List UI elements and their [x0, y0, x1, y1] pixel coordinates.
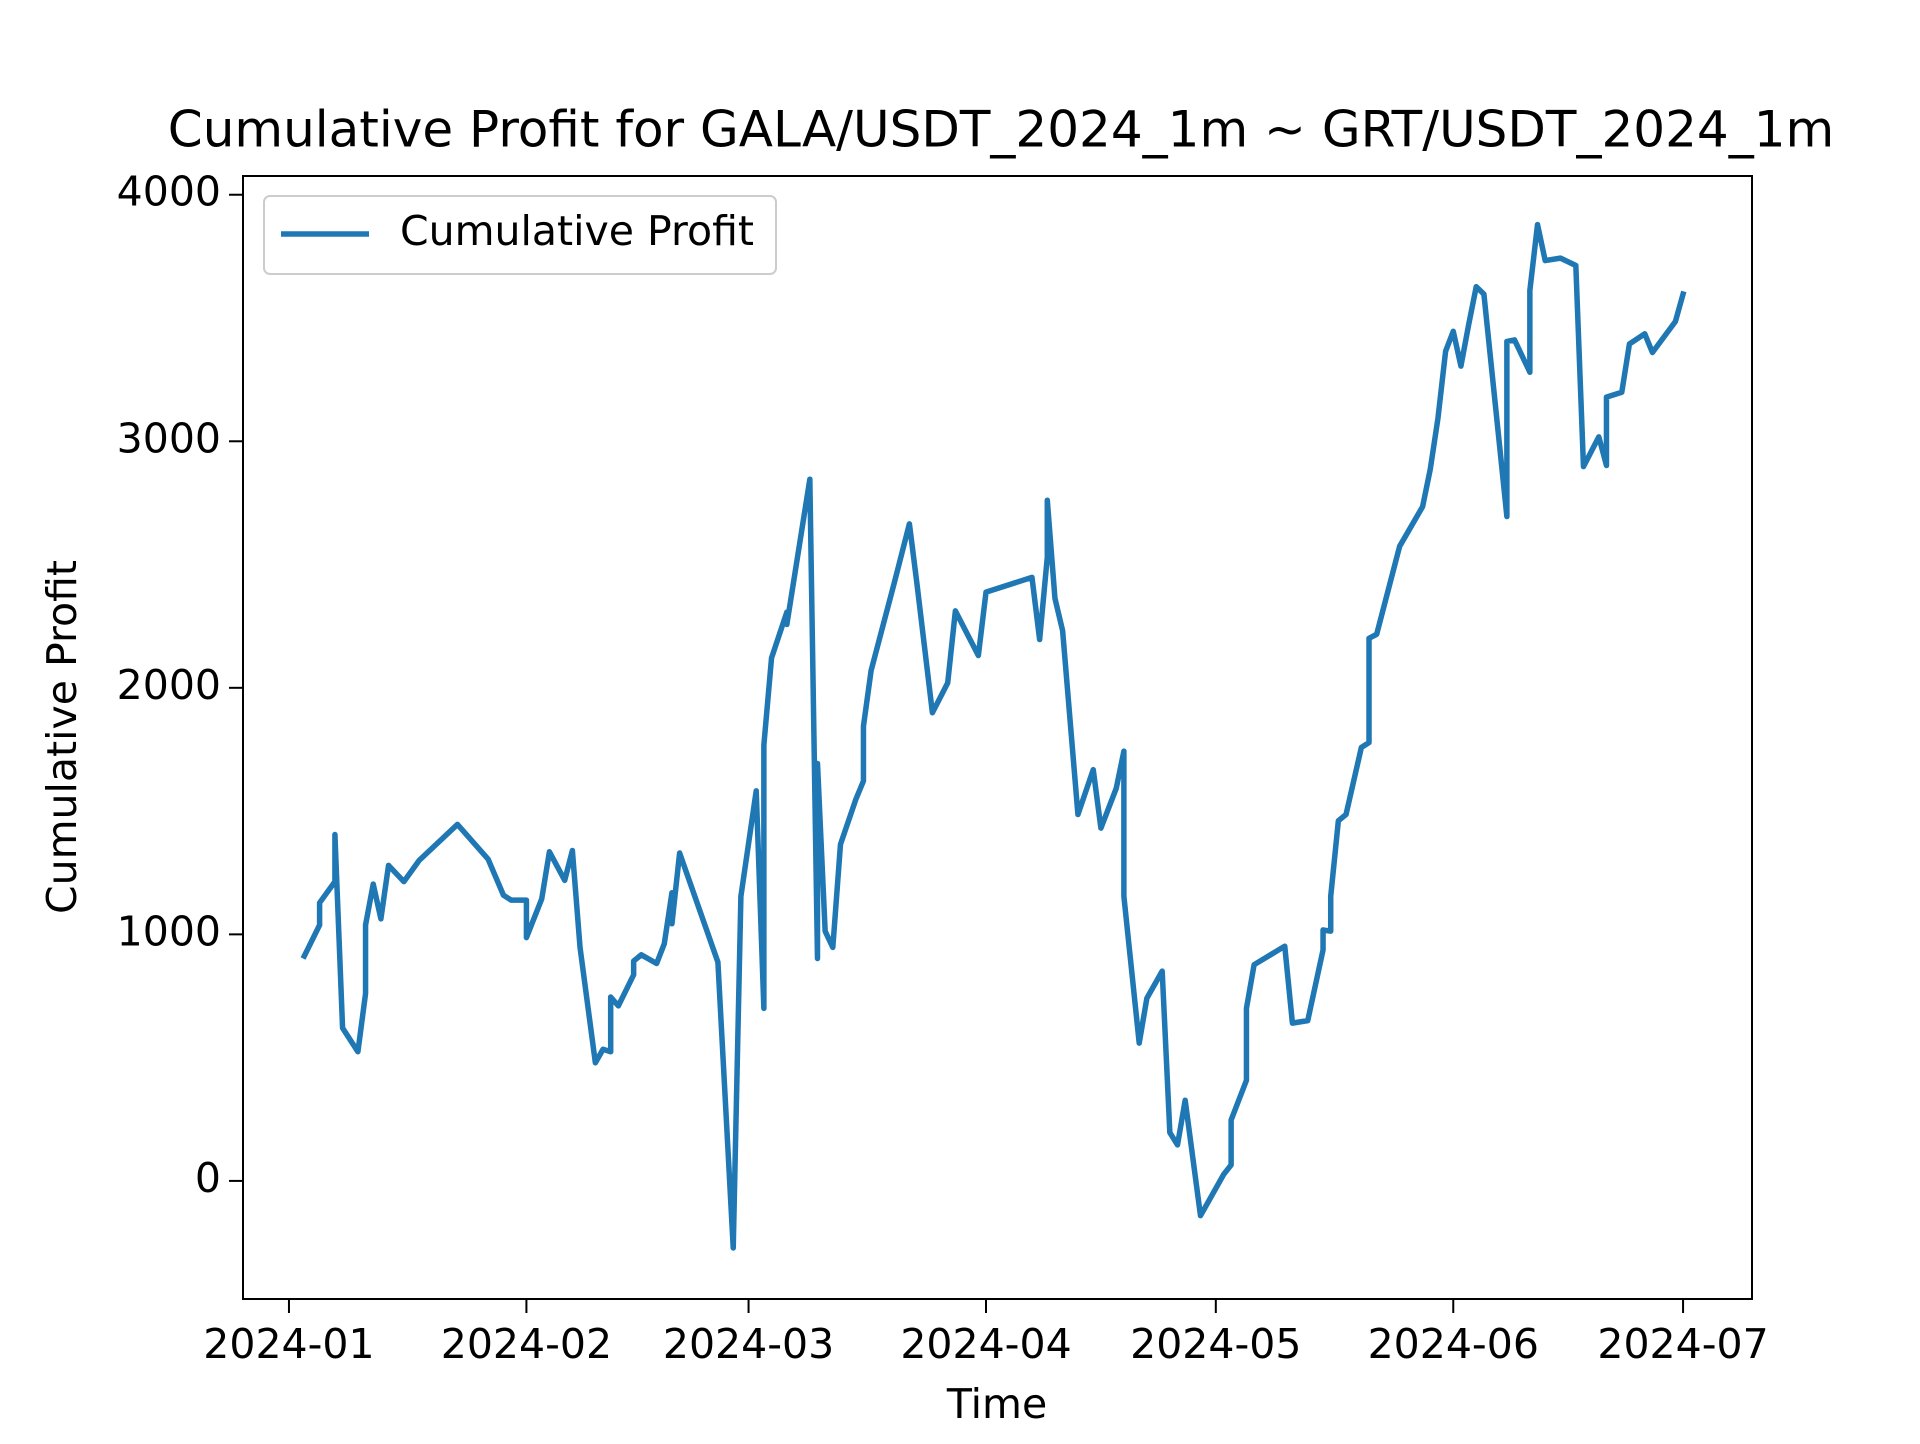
plot-frame	[242, 175, 1753, 1300]
legend: Cumulative Profit	[263, 195, 777, 275]
y-tick-label: 4000	[117, 168, 221, 216]
y-tick-label: 3000	[117, 414, 221, 462]
x-tick-label: 2024-05	[1130, 1320, 1301, 1368]
x-tick-label: 2024-01	[203, 1320, 374, 1368]
x-tick-label: 2024-03	[663, 1320, 834, 1368]
legend-box	[263, 195, 777, 275]
y-tick-label: 2000	[117, 661, 221, 709]
data-line	[300, 221, 1687, 1251]
y-tick-label: 0	[195, 1154, 221, 1202]
y-axis-label: Cumulative Profit	[38, 560, 86, 914]
x-axis-label: Time	[946, 1380, 1047, 1428]
legend-label: Cumulative Profit	[400, 207, 754, 255]
x-tick-label: 2024-04	[900, 1320, 1071, 1368]
x-tick-label: 2024-07	[1597, 1320, 1768, 1368]
x-tick-label: 2024-02	[441, 1320, 612, 1368]
y-tick-label: 1000	[117, 907, 221, 955]
chart-title: Cumulative Profit for GALA/USDT_2024_1m …	[168, 101, 1834, 159]
x-tick-label: 2024-06	[1368, 1320, 1539, 1368]
